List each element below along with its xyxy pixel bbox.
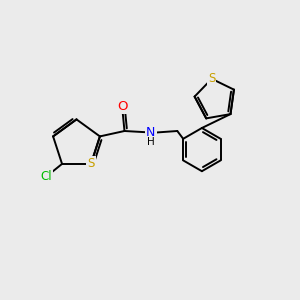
Text: O: O: [117, 100, 127, 113]
Text: S: S: [208, 72, 215, 85]
Text: S: S: [87, 158, 94, 170]
Text: Cl: Cl: [40, 170, 52, 183]
Text: N: N: [146, 126, 156, 139]
Text: H: H: [147, 137, 155, 147]
